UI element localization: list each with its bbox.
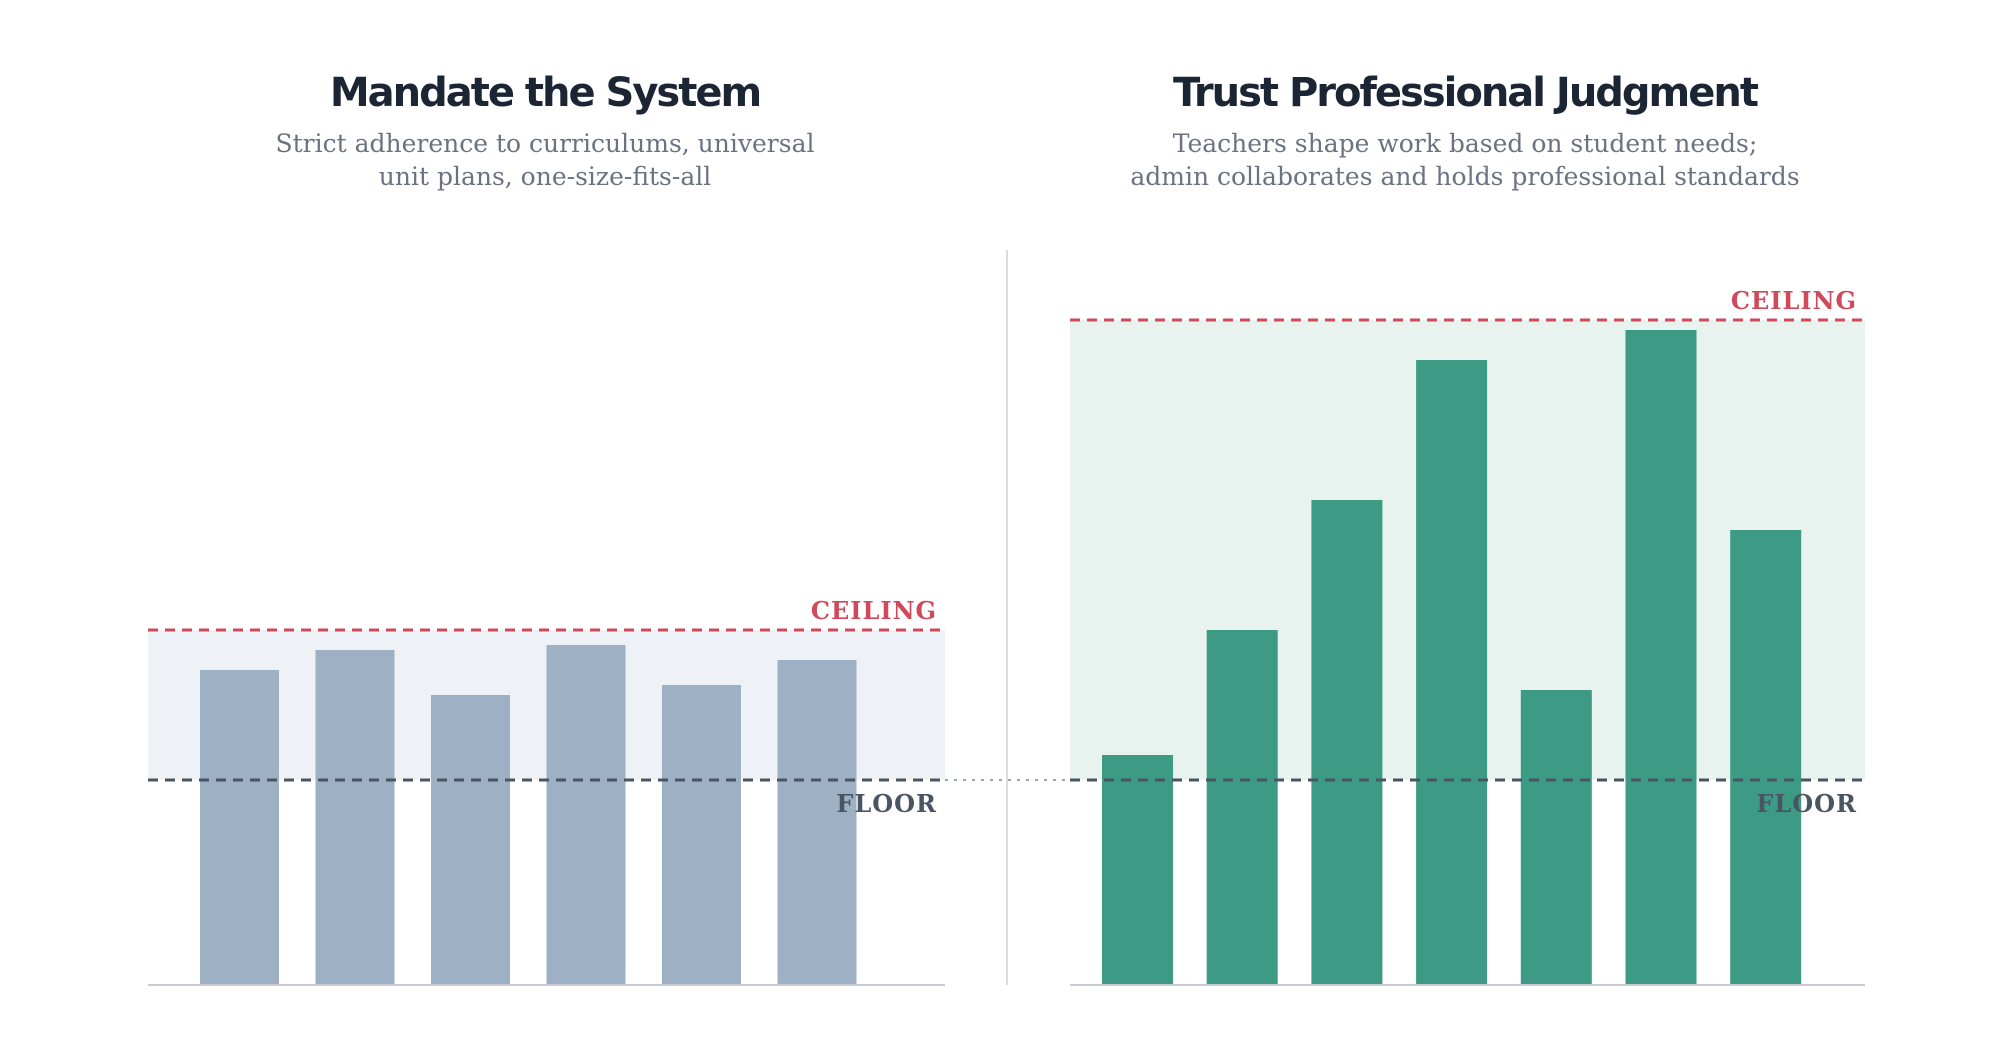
right-bar-4 xyxy=(1416,360,1488,985)
right-subtitle-line-2: admin collaborates and holds professiona… xyxy=(1130,162,1800,191)
left-panel-subtitle: Strict adherence to curriculums, univers… xyxy=(145,127,945,193)
right-floor-label: FLOOR xyxy=(1756,789,1857,818)
left-bar-3 xyxy=(431,695,510,985)
left-bar-6 xyxy=(777,660,857,985)
right-bar-2 xyxy=(1206,630,1278,985)
right-bar-1 xyxy=(1102,755,1173,985)
right-panel-title: Trust Professional Judgment xyxy=(1173,70,1759,116)
left-floor-label: FLOOR xyxy=(836,789,937,818)
left-ceiling-label: CEILING xyxy=(811,596,937,625)
left-bar-5 xyxy=(662,685,741,985)
right-ceiling-label: CEILING xyxy=(1731,286,1857,315)
left-subtitle-line-1: Strict adherence to curriculums, univers… xyxy=(275,129,815,158)
right-bar-5 xyxy=(1520,690,1592,985)
left-bar-chart xyxy=(148,628,945,986)
right-bar-7 xyxy=(1730,530,1802,985)
left-bar-4 xyxy=(546,645,626,985)
left-subtitle-line-2: unit plans, one-size-fits-all xyxy=(378,162,712,191)
right-bar-3 xyxy=(1311,500,1383,985)
right-bar-6 xyxy=(1625,330,1697,985)
left-bar-2 xyxy=(315,650,395,985)
right-bar-chart xyxy=(1070,318,1865,986)
right-panel-subtitle: Teachers shape work based on student nee… xyxy=(1065,127,1865,193)
right-subtitle-line-1: Teachers shape work based on student nee… xyxy=(1172,129,1758,158)
left-panel-title: Mandate the System xyxy=(329,70,762,116)
left-bar-1 xyxy=(200,670,279,985)
